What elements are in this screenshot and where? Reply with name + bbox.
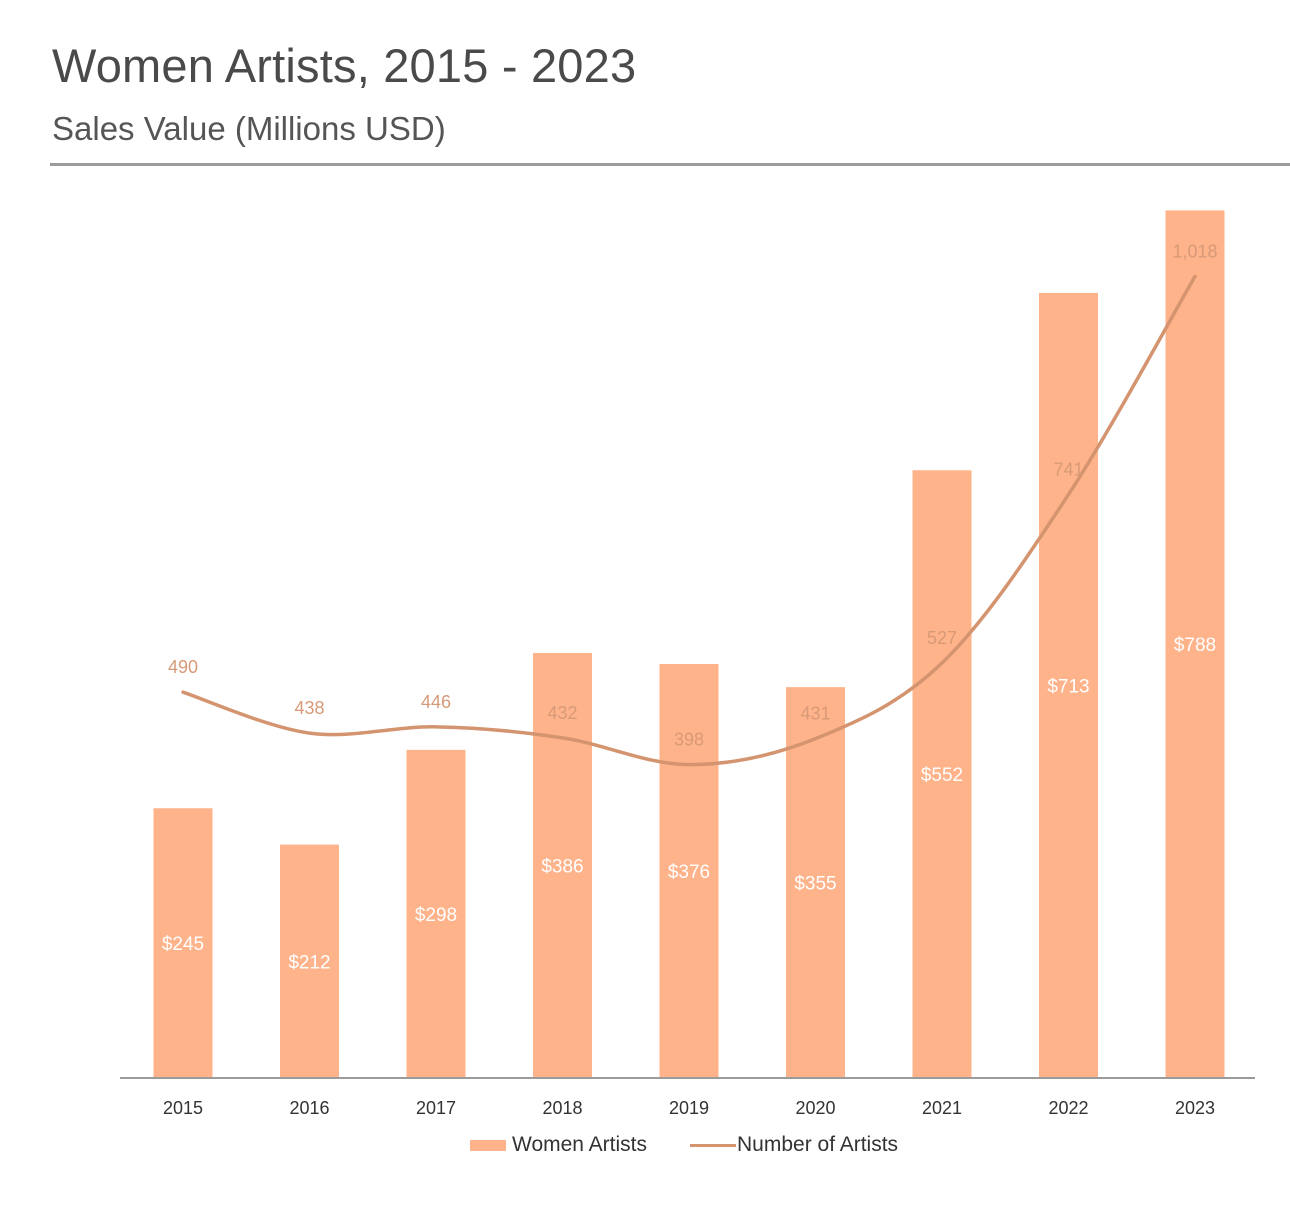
legend-line-label: Number of Artists <box>737 1133 899 1156</box>
x-tick-2023: 2023 <box>1175 1098 1215 1118</box>
chart-title: Women Artists, 2015 - 2023 <box>52 39 637 92</box>
line-label-2023: 1,018 <box>1172 241 1217 261</box>
bar-2019 <box>659 664 719 1078</box>
x-tick-2022: 2022 <box>1048 1098 1088 1118</box>
bar-label-2019: $376 <box>668 862 710 883</box>
bar-label-2023: $788 <box>1174 635 1216 656</box>
x-tick-2021: 2021 <box>922 1098 962 1118</box>
bar-2018 <box>533 653 592 1078</box>
line-label-2016: 438 <box>294 698 324 718</box>
chart-subtitle: Sales Value (Millions USD) <box>52 110 446 147</box>
line-number-of-artists <box>181 274 1197 767</box>
bar-2021 <box>912 470 972 1078</box>
bar-label-2018: $386 <box>541 857 583 878</box>
legend: Women Artists Number of Artists <box>0 1128 1290 1164</box>
line-label-2021: 527 <box>927 628 957 648</box>
bar-2022 <box>1039 292 1098 1078</box>
bar-label-2021: $552 <box>921 765 963 786</box>
x-tick-2019: 2019 <box>669 1098 709 1118</box>
x-tick-2017: 2017 <box>416 1098 456 1118</box>
line-label-2018: 432 <box>547 703 577 723</box>
line-label-2020: 431 <box>800 704 830 724</box>
bar-2020 <box>786 687 845 1078</box>
bar-2017 <box>406 749 466 1078</box>
line-label-2019: 398 <box>674 730 704 750</box>
x-tick-2016: 2016 <box>289 1098 329 1118</box>
bar-2015 <box>153 808 213 1078</box>
bar-2023 <box>1165 210 1225 1078</box>
legend-line-swatch <box>690 1144 736 1147</box>
x-tick-2020: 2020 <box>795 1098 835 1118</box>
x-tick-2018: 2018 <box>542 1098 582 1118</box>
bar-label-2016: $212 <box>288 952 330 973</box>
line-label-2022: 741 <box>1053 460 1083 480</box>
bar-label-2022: $713 <box>1047 676 1089 697</box>
title-divider <box>50 163 1290 166</box>
bar-label-2015: $245 <box>162 934 204 955</box>
bar-label-2020: $355 <box>794 874 836 895</box>
legend-bar-label: Women Artists <box>512 1133 647 1156</box>
bar-2016 <box>280 844 339 1078</box>
line-label-2015: 490 <box>168 657 198 677</box>
x-tick-2015: 2015 <box>163 1098 203 1118</box>
bar-label-2017: $298 <box>415 905 457 926</box>
line-label-2017: 446 <box>421 692 451 712</box>
legend-bar-swatch <box>470 1140 506 1151</box>
